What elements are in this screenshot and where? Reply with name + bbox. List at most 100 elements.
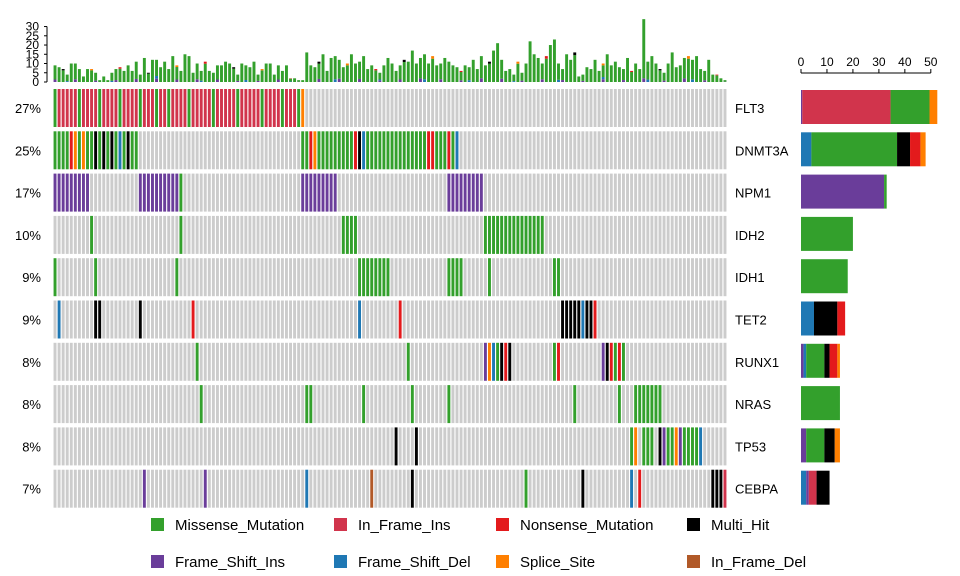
- empty-cell: [613, 89, 617, 127]
- empty-cell: [699, 258, 703, 297]
- tmb-y-tick-label: 30: [26, 20, 40, 34]
- empty-cell: [114, 427, 118, 466]
- tmb-bar-segment: [512, 81, 516, 82]
- mutation-cell: [573, 300, 577, 339]
- empty-cell: [573, 131, 577, 170]
- mutation-cell: [313, 173, 317, 212]
- empty-cell: [613, 173, 617, 212]
- empty-cell: [504, 469, 508, 508]
- empty-cell: [167, 385, 171, 424]
- empty-cell: [53, 300, 57, 339]
- legend-swatch: [151, 555, 164, 568]
- legend-swatch: [334, 555, 347, 568]
- empty-cell: [69, 427, 73, 466]
- tmb-bar-segment: [630, 72, 634, 82]
- tmb-bar-segment: [707, 59, 711, 82]
- tmb-bar-segment: [86, 69, 89, 82]
- empty-cell: [276, 215, 280, 254]
- empty-cell: [650, 342, 654, 381]
- empty-cell: [654, 215, 658, 254]
- tmb-bar-segment: [81, 76, 85, 82]
- empty-cell: [540, 131, 544, 170]
- empty-cell: [345, 385, 349, 424]
- tmb-bar-segment: [500, 78, 504, 82]
- mutation-cell: [90, 89, 94, 127]
- mutation-cell: [61, 173, 65, 212]
- empty-cell: [187, 342, 191, 381]
- tmb-bar-segment: [573, 52, 577, 56]
- empty-cell: [293, 215, 297, 254]
- empty-cell: [678, 173, 682, 212]
- empty-cell: [130, 215, 134, 254]
- mutation-cell: [341, 131, 345, 170]
- empty-cell: [642, 258, 646, 297]
- empty-cell: [268, 173, 272, 212]
- tmb-bar-segment: [418, 78, 422, 82]
- empty-cell: [370, 385, 374, 424]
- empty-cell: [540, 427, 544, 466]
- empty-cell: [280, 258, 284, 297]
- empty-cell: [634, 131, 638, 170]
- empty-cell: [195, 131, 199, 170]
- tmb-bar-segment: [638, 69, 642, 82]
- empty-cell: [349, 89, 353, 127]
- empty-cell: [297, 469, 301, 508]
- tmb-bar-segment: [98, 80, 102, 82]
- empty-cell: [577, 215, 581, 254]
- empty-cell: [670, 469, 674, 508]
- empty-cell: [155, 300, 158, 339]
- tmb-bar-segment: [723, 80, 727, 82]
- empty-cell: [345, 173, 349, 212]
- empty-cell: [102, 215, 106, 254]
- tmb-y-tick-label: 15: [26, 47, 40, 61]
- empty-cell: [345, 469, 349, 508]
- mutation-cell: [459, 258, 463, 297]
- empty-cell: [504, 131, 508, 170]
- tmb-bar-segment: [110, 80, 114, 82]
- empty-cell: [654, 131, 658, 170]
- summary-bar-segment: [910, 132, 921, 167]
- empty-cell: [171, 469, 175, 508]
- summary-x-tick-label: 50: [924, 55, 938, 69]
- empty-cell: [378, 173, 382, 212]
- empty-cell: [459, 215, 463, 254]
- empty-cell: [90, 427, 94, 466]
- mutation-cell: [435, 131, 439, 170]
- empty-cell: [349, 173, 353, 212]
- mutation-cell: [138, 300, 142, 339]
- mutation-cell: [358, 300, 362, 339]
- empty-cell: [443, 342, 447, 381]
- empty-cell: [402, 427, 406, 466]
- empty-cell: [520, 258, 524, 297]
- empty-cell: [585, 131, 589, 170]
- empty-cell: [297, 342, 301, 381]
- empty-cell: [691, 385, 694, 424]
- empty-cell: [569, 215, 573, 254]
- empty-cell: [455, 215, 459, 254]
- empty-cell: [167, 342, 171, 381]
- mutation-cell: [443, 131, 447, 170]
- empty-cell: [605, 173, 609, 212]
- tmb-bar-segment: [670, 52, 674, 82]
- tmb-bar-segment: [57, 67, 61, 82]
- empty-cell: [418, 342, 422, 381]
- empty-cell: [658, 173, 662, 212]
- empty-cell: [630, 173, 634, 212]
- empty-cell: [622, 131, 625, 170]
- mutation-cell: [483, 342, 487, 381]
- empty-cell: [500, 427, 504, 466]
- tmb-bar-segment: [496, 43, 500, 82]
- mutation-cell: [211, 89, 215, 127]
- empty-cell: [622, 427, 625, 466]
- empty-cell: [658, 131, 662, 170]
- empty-cell: [626, 258, 629, 297]
- empty-cell: [110, 215, 114, 254]
- empty-cell: [593, 427, 597, 466]
- empty-cell: [77, 385, 81, 424]
- tmb-bar-segment: [414, 63, 418, 82]
- empty-cell: [260, 342, 264, 381]
- empty-cell: [674, 258, 678, 297]
- tmb-bar-segment: [167, 69, 171, 82]
- empty-cell: [471, 258, 475, 297]
- tmb-bar-segment: [366, 69, 370, 82]
